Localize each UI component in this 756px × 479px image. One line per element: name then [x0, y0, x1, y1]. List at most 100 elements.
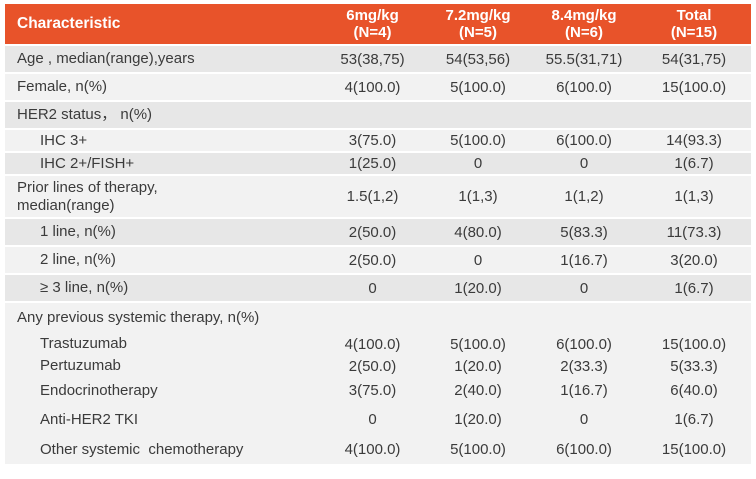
- table-header-row: Characteristic 6mg/kg (N=4) 7.2mg/kg (N=…: [5, 4, 751, 46]
- cell-value: [531, 102, 637, 128]
- cell-value: 15(100.0): [661, 441, 727, 458]
- table-row-age: Age , median(range),years 53(38,75) 54(5…: [5, 46, 751, 74]
- cell-value: 15(100.0): [661, 335, 727, 353]
- cell-value: 1(6.7): [674, 279, 714, 297]
- cell-value: 55.5(31,71): [545, 50, 623, 68]
- cell-value: [425, 102, 531, 128]
- cell-value: 53(38,75): [340, 50, 405, 68]
- cell-value: 3(75.0): [348, 132, 397, 149]
- cell-value: [531, 303, 637, 333]
- header-n-label: (N=5): [459, 24, 497, 41]
- cell-value: 1(6.7): [674, 411, 714, 428]
- cell-value: 1(20.0): [454, 411, 502, 428]
- cell-value: 2(50.0): [348, 251, 397, 269]
- table-row-3plus-line: ≥ 3 line, n(%) 0 1(20.0) 0 1(6.7): [5, 275, 751, 303]
- header-dose-label: 7.2mg/kg: [445, 6, 511, 24]
- table-row-female: Female, n(%) 4(100.0) 5(100.0) 6(100.0) …: [5, 74, 751, 102]
- cell-value: 14(93.3): [666, 132, 722, 149]
- cell-value: 4(100.0): [344, 78, 401, 96]
- baseline-characteristics-table: Characteristic 6mg/kg (N=4) 7.2mg/kg (N=…: [5, 4, 751, 464]
- cell-value: 1(25.0): [348, 155, 397, 172]
- row-label: Other systemic chemotherapy: [40, 440, 244, 458]
- row-label: Anti-HER2 TKI: [40, 410, 139, 428]
- cell-value: 0: [368, 279, 377, 297]
- cell-value: 0: [579, 279, 589, 297]
- table-row-1-line: 1 line, n(%) 2(50.0) 4(80.0) 5(83.3) 11(…: [5, 219, 751, 247]
- cell-value: 0: [473, 155, 483, 172]
- header-characteristic: Characteristic: [17, 15, 121, 32]
- cell-value: 1(16.7): [560, 251, 608, 269]
- cell-value: 1(16.7): [560, 382, 608, 399]
- cell-value: 3(20.0): [670, 251, 718, 269]
- cell-value: [320, 102, 425, 128]
- row-label: ≥ 3 line, n(%): [40, 279, 129, 296]
- header-dose-label: Total: [676, 6, 712, 24]
- cell-value: 6(100.0): [556, 335, 612, 353]
- table-row-endocrinotherapy: Endocrinotherapy 3(75.0) 2(40.0) 1(16.7)…: [5, 377, 751, 404]
- table-row-2-line: 2 line, n(%) 2(50.0) 0 1(16.7) 3(20.0): [5, 247, 751, 275]
- cell-value: 0: [368, 411, 377, 428]
- header-dose-label: 6mg/kg: [346, 6, 399, 24]
- header-col-84mgkg: 8.4mg/kg (N=6): [531, 4, 637, 44]
- cell-value: 1(1,3): [674, 188, 714, 205]
- header-n-label: (N=15): [670, 24, 718, 41]
- cell-value: 4(100.0): [344, 441, 401, 458]
- header-col-72mgkg: 7.2mg/kg (N=5): [425, 4, 531, 44]
- cell-value: 1(1,3): [458, 188, 498, 205]
- row-label: Any previous systemic therapy, n(%): [17, 309, 260, 326]
- cell-value: 0: [579, 411, 589, 428]
- row-label: Pertuzumab: [40, 357, 121, 374]
- cell-value: 0: [579, 155, 589, 172]
- row-label: IHC 2+/FISH+: [40, 154, 135, 172]
- cell-value: 5(33.3): [670, 357, 718, 375]
- cell-value: 5(83.3): [560, 223, 608, 241]
- cell-value: [425, 303, 531, 333]
- row-label: Endocrinotherapy: [40, 381, 158, 399]
- cell-value: 1(20.0): [454, 279, 502, 297]
- cell-value: 6(40.0): [670, 382, 718, 399]
- cell-value: 2(33.3): [560, 357, 608, 375]
- cell-value: 1.5(1,2): [346, 188, 399, 205]
- row-label: Trastuzumab: [40, 335, 127, 352]
- cell-value: [637, 303, 751, 333]
- cell-value: 6(100.0): [556, 132, 612, 149]
- cell-value: 5(100.0): [450, 78, 506, 96]
- header-n-label: (N=6): [565, 24, 603, 41]
- header-col-6mgkg: 6mg/kg (N=4): [320, 4, 425, 44]
- row-label: Female, n(%): [17, 78, 108, 95]
- row-label: IHC 3+: [40, 131, 88, 149]
- cell-value: 2(50.0): [348, 357, 397, 375]
- cell-value: 2(40.0): [454, 382, 502, 399]
- table-row-ihc2-fish: IHC 2+/FISH+ 1(25.0) 0 0 1(6.7): [5, 153, 751, 176]
- table-row-prior-lines: Prior lines of therapy, median(range) 1.…: [5, 176, 751, 219]
- section-previous-systemic-therapy: Any previous systemic therapy, n(%) Tras…: [5, 303, 751, 464]
- cell-value: [637, 102, 751, 128]
- cell-value: 1(1,2): [564, 188, 604, 205]
- header-n-label: (N=4): [353, 24, 392, 41]
- cell-value: 5(100.0): [450, 132, 506, 149]
- table-row-trastuzumab: Trastuzumab 4(100.0) 5(100.0) 6(100.0) 1…: [5, 333, 751, 355]
- cell-value: 15(100.0): [661, 78, 727, 96]
- table-row-any-previous: Any previous systemic therapy, n(%): [5, 303, 751, 333]
- table-row-other-systemic-chemotherapy: Other systemic chemotherapy 4(100.0) 5(1…: [5, 435, 751, 464]
- row-label: Prior lines of therapy, median(range): [17, 178, 158, 214]
- cell-value: 1(20.0): [454, 357, 502, 375]
- table-row-her2-status: HER2 status， n(%): [5, 102, 751, 130]
- cell-value: 11(73.3): [666, 223, 722, 241]
- cell-value: 5(100.0): [450, 335, 506, 353]
- cell-value: 6(100.0): [556, 78, 612, 96]
- row-label: HER2 status， n(%): [17, 106, 153, 123]
- header-col-total: Total (N=15): [637, 4, 751, 44]
- cell-value: 0: [473, 251, 483, 269]
- table-row-ihc3: IHC 3+ 3(75.0) 5(100.0) 6(100.0) 14(93.3…: [5, 130, 751, 153]
- cell-value: [320, 303, 425, 333]
- cell-value: 3(75.0): [348, 382, 397, 399]
- table-row-anti-her2-tki: Anti-HER2 TKI 0 1(20.0) 0 1(6.7): [5, 404, 751, 435]
- cell-value: 54(31,75): [661, 50, 727, 68]
- cell-value: 4(80.0): [454, 223, 502, 241]
- row-label: 2 line, n(%): [40, 251, 116, 268]
- cell-value: 6(100.0): [556, 441, 612, 458]
- table-row-pertuzumab: Pertuzumab 2(50.0) 1(20.0) 2(33.3) 5(33.…: [5, 355, 751, 377]
- cell-value: 4(100.0): [344, 335, 401, 353]
